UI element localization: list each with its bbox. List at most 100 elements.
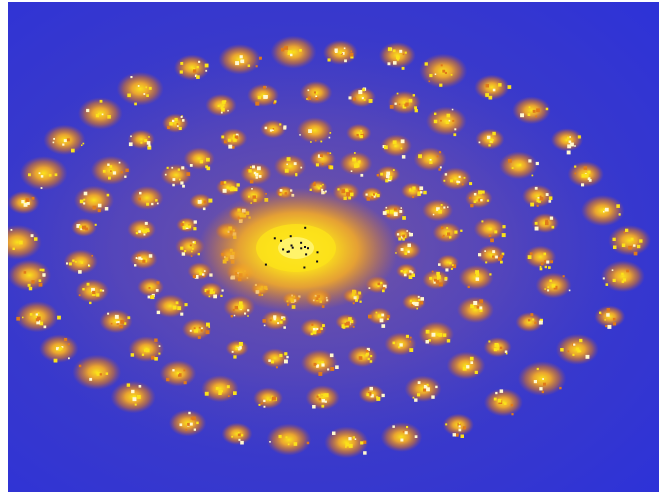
spiral-cluster bbox=[225, 339, 249, 359]
spiral-cluster bbox=[63, 249, 98, 275]
spiral-cluster bbox=[174, 235, 205, 258]
spiral-cluster bbox=[72, 354, 122, 390]
spiral-cluster bbox=[160, 163, 192, 188]
spiral-cluster bbox=[8, 259, 52, 291]
spiral-cluster bbox=[473, 217, 506, 243]
core-speck bbox=[303, 266, 306, 269]
spiral-cluster bbox=[380, 134, 412, 159]
spiral-cluster bbox=[15, 301, 61, 333]
spiral-cluster bbox=[378, 42, 416, 70]
spiral-cluster bbox=[404, 375, 442, 403]
spiral-cluster bbox=[608, 225, 651, 256]
core-speck bbox=[304, 226, 307, 229]
spiral-cluster bbox=[309, 149, 336, 170]
spiral-cluster bbox=[483, 337, 512, 358]
spiral-cluster bbox=[413, 147, 447, 172]
spiral-cluster bbox=[176, 217, 198, 233]
spiral-cluster bbox=[339, 151, 373, 177]
spiral-cluster bbox=[475, 128, 505, 150]
spiral-cluster bbox=[401, 293, 427, 311]
spiral-cluster bbox=[531, 213, 560, 234]
spiral-cluster bbox=[299, 80, 333, 105]
core-speck bbox=[300, 247, 303, 250]
spiral-cluster bbox=[347, 345, 378, 368]
spiral-cluster bbox=[322, 39, 358, 65]
spiral-cluster bbox=[419, 53, 468, 89]
spiral-cluster bbox=[361, 186, 383, 202]
spiral-cluster bbox=[99, 309, 133, 334]
spiral-cluster bbox=[580, 194, 625, 227]
core-speck bbox=[273, 237, 276, 240]
spiral-cluster bbox=[253, 387, 284, 409]
spiral-cluster bbox=[8, 191, 40, 215]
spiral-cluster bbox=[432, 222, 463, 243]
spiral-cluster bbox=[439, 167, 473, 191]
spiral-cluster bbox=[524, 245, 557, 271]
spiral-cluster bbox=[358, 384, 385, 404]
spiral-cluster bbox=[153, 294, 188, 318]
core-speck bbox=[304, 246, 306, 248]
spiral-cluster bbox=[442, 413, 474, 438]
spiral-cluster bbox=[387, 90, 421, 115]
spiral-cluster bbox=[159, 360, 197, 387]
spiral-cluster bbox=[189, 193, 213, 211]
core-speck bbox=[305, 253, 308, 256]
spiral-cluster bbox=[380, 422, 423, 452]
spiral-cluster bbox=[8, 224, 42, 260]
spiral-cluster bbox=[116, 71, 164, 106]
spiral-cluster bbox=[219, 128, 248, 149]
spiral-cluster bbox=[270, 35, 317, 69]
spiral-cluster bbox=[456, 296, 495, 324]
spiral-clusters bbox=[8, 35, 651, 459]
fractal-spiral-image bbox=[8, 2, 659, 492]
spiral-cluster bbox=[43, 124, 86, 156]
spiral-cluster bbox=[73, 185, 115, 215]
core-speck bbox=[300, 241, 303, 244]
spiral-cluster bbox=[261, 310, 290, 331]
spiral-cluster bbox=[181, 318, 212, 340]
spiral-cluster bbox=[555, 333, 599, 365]
spiral-cluster bbox=[515, 312, 544, 333]
spiral-cluster bbox=[221, 422, 253, 445]
spiral-cluster bbox=[300, 318, 327, 338]
spiral-cluster bbox=[168, 409, 207, 437]
spiral-cluster bbox=[512, 96, 551, 125]
spiral-cluster bbox=[130, 185, 164, 211]
spiral-cluster bbox=[400, 182, 427, 200]
spiral-cluster bbox=[483, 388, 523, 417]
spiral-cluster bbox=[39, 334, 79, 363]
spiral-core-dots bbox=[264, 226, 319, 269]
core-speck bbox=[316, 260, 319, 263]
spiral-cluster bbox=[173, 54, 211, 81]
spiral-cluster bbox=[499, 151, 539, 180]
spiral-cluster bbox=[90, 155, 132, 185]
spiral-cluster bbox=[71, 218, 97, 237]
spiral-cluster bbox=[347, 87, 376, 108]
spiral-cluster bbox=[458, 264, 494, 291]
spiral-cluster bbox=[161, 113, 189, 133]
spiral-cluster bbox=[305, 385, 340, 410]
spiral-cluster bbox=[477, 244, 505, 265]
spiral-cluster bbox=[517, 361, 567, 396]
spiral-cluster bbox=[19, 156, 68, 191]
spiral-cluster bbox=[240, 162, 272, 185]
spiral-cluster bbox=[261, 348, 289, 369]
spiral-cluster bbox=[247, 83, 280, 107]
spiral-cluster bbox=[201, 375, 239, 403]
spiral-cluster bbox=[218, 44, 262, 75]
core-speck bbox=[316, 251, 319, 254]
spiral-cluster bbox=[266, 423, 312, 456]
spiral-cluster bbox=[422, 269, 450, 290]
spiral-cluster bbox=[77, 97, 123, 130]
core-speck bbox=[282, 248, 285, 251]
core-speck bbox=[287, 250, 290, 253]
spiral-cluster bbox=[324, 426, 369, 459]
spiral-cluster bbox=[367, 307, 392, 328]
spiral-cluster bbox=[260, 119, 287, 139]
spiral-cluster bbox=[446, 351, 486, 380]
spiral-cluster bbox=[594, 305, 626, 329]
spiral-cluster bbox=[215, 178, 241, 197]
spiral-cluster bbox=[110, 380, 156, 414]
core-speck bbox=[289, 235, 292, 238]
